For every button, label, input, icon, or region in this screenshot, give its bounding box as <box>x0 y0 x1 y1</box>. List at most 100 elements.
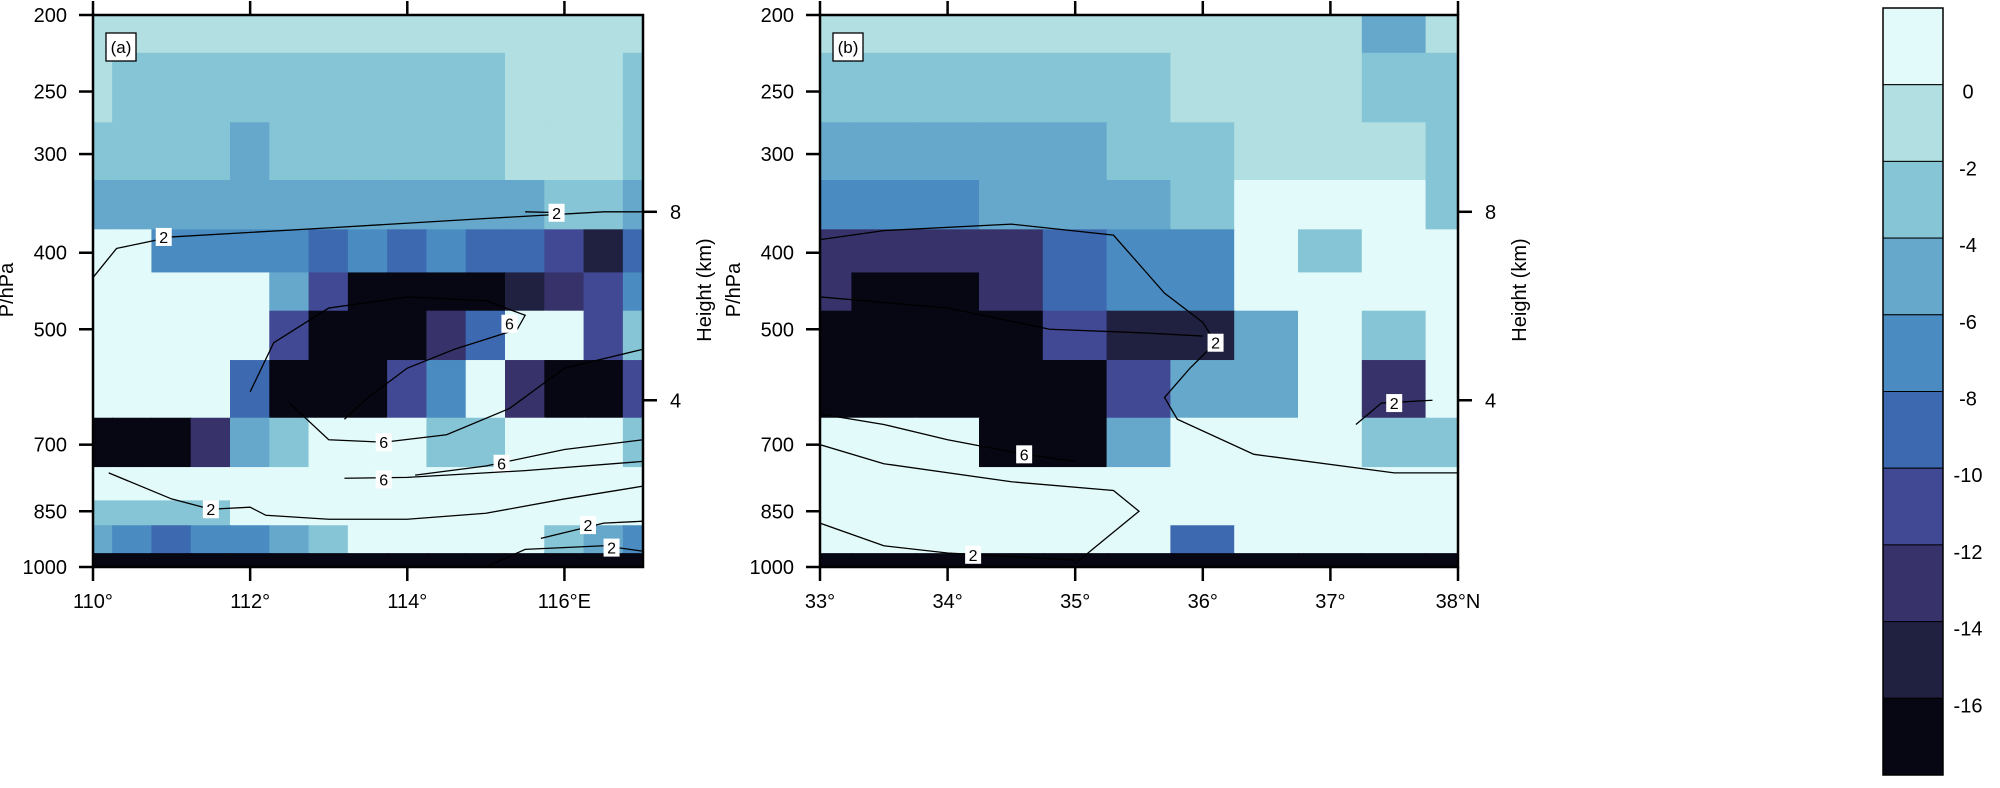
y-tick-label: 850 <box>34 501 67 523</box>
x-tick-label: 35° <box>1060 591 1090 613</box>
heatmap-cell <box>426 310 467 362</box>
height-tick-label: 4 <box>1485 390 1496 412</box>
heatmap-cell <box>230 122 271 182</box>
heatmap-cell <box>979 180 1044 231</box>
heatmap-cell <box>1298 467 1363 502</box>
heatmap-cell <box>112 229 153 274</box>
heatmap-cell <box>1425 525 1458 555</box>
heatmap-cell <box>1361 525 1427 555</box>
colorbar-label: -2 <box>1959 158 1977 180</box>
contour-line <box>820 522 1076 561</box>
heatmap-cell <box>851 467 917 502</box>
colorbar: 0 -2 -4 -6 -8 -10 -12 -14 -16 <box>1882 7 1982 776</box>
heatmap-cell <box>583 229 624 274</box>
y-tick-label: 400 <box>34 243 67 265</box>
heatmap-cell <box>1298 310 1363 362</box>
heatmap-cell <box>151 553 192 567</box>
heatmap-cell <box>347 310 389 362</box>
heatmap-cell <box>851 272 917 312</box>
heatmap-cell <box>1425 229 1458 274</box>
heatmap-cell <box>1042 525 1108 555</box>
heatmap-cell <box>308 525 349 555</box>
heatmap-cell <box>190 272 231 312</box>
heatmap-cell <box>93 180 114 231</box>
panel-label-box <box>832 32 864 62</box>
heatmap-cell <box>93 310 114 362</box>
heatmap-cell <box>1042 500 1108 527</box>
heatmap-cell <box>426 360 467 419</box>
heatmap-cell <box>505 180 546 231</box>
y-tick-label: 250 <box>761 82 794 104</box>
heatmap-cell <box>851 360 917 419</box>
heatmap-cell <box>583 122 624 182</box>
heatmap-cell <box>1361 417 1427 469</box>
heatmap-cell <box>505 52 546 124</box>
heatmap-cell <box>426 500 467 527</box>
heatmap-cell <box>93 467 114 502</box>
heatmap-cell <box>979 310 1044 362</box>
heatmap-cell <box>347 553 389 567</box>
heatmap-cell <box>1170 15 1236 54</box>
x-tick-label: 33° <box>805 591 835 613</box>
heatmap-cell <box>1042 122 1108 182</box>
heatmap-cell <box>505 553 546 567</box>
heatmap-cell <box>151 310 192 362</box>
heatmap-cell <box>387 553 428 567</box>
heatmap-cell <box>1425 417 1458 469</box>
heatmap-cell <box>505 122 546 182</box>
heatmap-cell <box>1170 500 1236 527</box>
heatmap-cell <box>979 272 1044 312</box>
heatmap-cell <box>1234 180 1299 231</box>
heatmap-cell <box>230 310 271 362</box>
heatmap-cell <box>93 500 114 527</box>
heatmap-cell <box>426 122 467 182</box>
colorbar-swatch <box>1882 544 1944 623</box>
heatmap-cell <box>308 553 349 567</box>
colorbar-frame <box>1882 7 1944 776</box>
heatmap-cell <box>1042 467 1108 502</box>
heatmap-cell <box>112 310 153 362</box>
contour-label-bg <box>580 516 596 535</box>
contour-line <box>1355 399 1433 425</box>
heatmap-cell <box>93 122 114 182</box>
heatmap-cell <box>151 122 192 182</box>
heatmap-cell <box>979 52 1044 124</box>
heatmap-cell <box>544 553 585 567</box>
heatmap-cell <box>112 467 153 502</box>
heatmap-cell <box>851 180 917 231</box>
right-axis-label: Height (km) <box>694 238 716 341</box>
heatmap-cell <box>915 500 980 527</box>
heatmap-cell <box>1106 553 1172 567</box>
contour-lines: 2 2 6 2 <box>820 223 1458 565</box>
heatmap-cell <box>151 272 192 312</box>
colorbar-swatch <box>1882 391 1944 469</box>
heatmap-cell <box>347 122 389 182</box>
contour-line <box>415 439 643 476</box>
y-tick-label: 850 <box>761 501 794 523</box>
y-tick-label: 300 <box>761 144 794 166</box>
colorbar-swatch <box>1882 697 1944 776</box>
contour-line <box>108 472 643 520</box>
heatmap-cell <box>387 52 428 124</box>
heatmap-cell <box>387 310 428 362</box>
colorbar-swatch <box>1882 84 1944 162</box>
heatmap-cell <box>544 360 585 419</box>
heatmap-cell <box>622 553 643 567</box>
contour-line <box>249 296 527 420</box>
heatmap-cell <box>544 229 585 274</box>
x-tick-label: 112° <box>230 591 270 613</box>
heatmap-cell <box>979 360 1044 419</box>
heatmap-cell <box>1298 553 1363 567</box>
heatmap-cell <box>1042 52 1108 124</box>
panel-label: (a) <box>111 38 132 57</box>
heatmap-cell <box>151 417 192 469</box>
heatmap-cell <box>1170 417 1236 469</box>
contour-label: 2 <box>159 230 168 247</box>
heatmap-cell <box>583 272 624 312</box>
heatmap-cell <box>347 52 389 124</box>
heatmap-cell <box>426 15 467 54</box>
heatmap-cell <box>426 229 467 274</box>
heatmap-cell <box>583 15 624 54</box>
